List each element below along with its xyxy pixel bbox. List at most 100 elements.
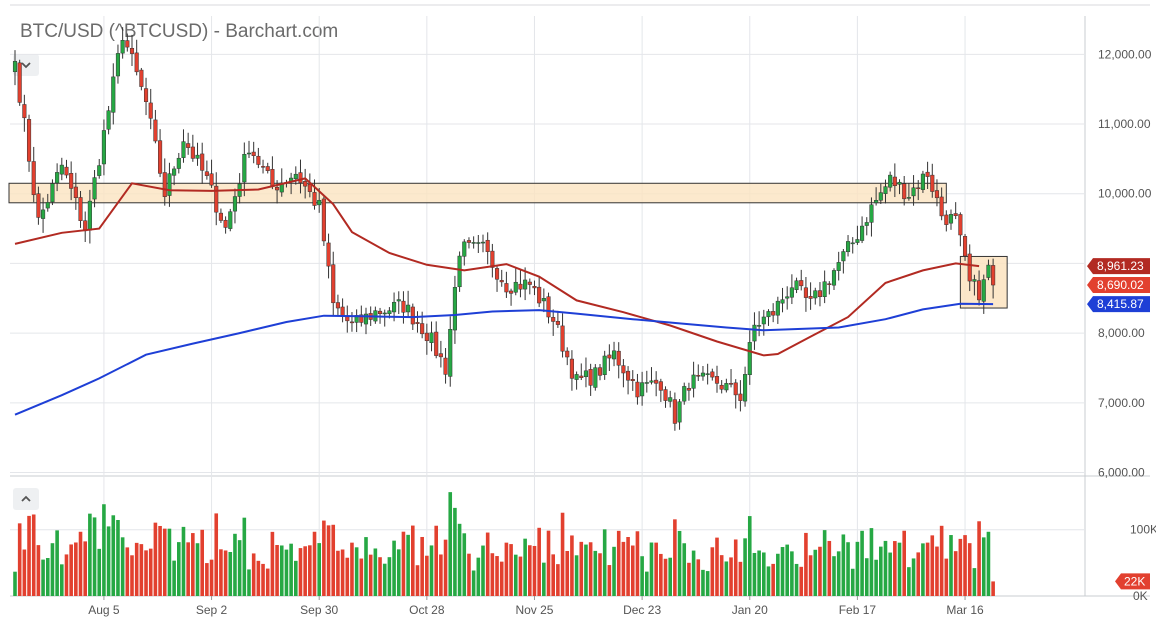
chart-title: BTC/USD (^BTCUSD) - Barchart.com <box>20 21 339 42</box>
x-tick-label: Sep 2 <box>196 603 228 617</box>
candle-body <box>827 283 832 285</box>
volume-bar <box>701 569 705 596</box>
volume-bar <box>439 554 443 596</box>
volume-bar <box>200 529 204 596</box>
candle-body <box>429 332 434 343</box>
volume-bar <box>822 530 827 596</box>
volume-bar <box>378 557 382 596</box>
candle-body <box>158 140 163 174</box>
candle-body <box>555 321 560 325</box>
volume-bar <box>602 529 607 596</box>
price-label-text: 8,961.23 <box>1097 259 1144 273</box>
candle-body <box>644 382 649 384</box>
volume-bar <box>504 542 509 596</box>
candle-body <box>668 397 673 402</box>
volume-bar <box>331 524 336 596</box>
candle-body <box>635 381 640 398</box>
candle-body <box>527 281 532 285</box>
volume-bar <box>457 523 462 596</box>
candle-body <box>654 379 659 384</box>
volume-bar <box>261 563 265 596</box>
candle-body <box>125 40 130 48</box>
volume-bar <box>668 557 672 596</box>
candle-body <box>883 186 888 194</box>
volume-bar <box>69 544 73 596</box>
candle-body <box>808 296 813 299</box>
volume-bar <box>354 547 359 596</box>
candle-body <box>977 280 982 301</box>
candle-body <box>129 48 135 54</box>
volume-bar <box>935 546 939 596</box>
collapse-volume-pane-button[interactable] <box>13 488 39 510</box>
volume-bar <box>411 525 415 596</box>
candle-body <box>794 280 799 290</box>
volume-bar <box>780 547 785 596</box>
volume-bar <box>953 551 958 596</box>
volume-bar <box>546 530 551 596</box>
volume-axis-label: 0K <box>1133 589 1148 603</box>
volume-bar <box>429 545 434 596</box>
volume-bar <box>710 547 715 596</box>
candle-body <box>256 155 261 165</box>
volume-bar <box>813 549 818 596</box>
volume-bar <box>944 558 949 596</box>
volume-bar <box>607 565 612 596</box>
candle-body <box>658 381 663 391</box>
volume-bar <box>907 567 911 596</box>
chevron-up-icon <box>21 495 31 502</box>
volume-bar <box>251 553 256 596</box>
candle-body <box>87 200 92 231</box>
volume-bar <box>322 520 326 596</box>
volume-bar <box>785 544 789 596</box>
candle-body <box>841 251 846 262</box>
candle-body <box>785 296 790 299</box>
volume-bar <box>630 545 635 596</box>
candle-body <box>991 265 996 286</box>
candle-body <box>186 143 191 148</box>
candle-body <box>101 130 106 165</box>
moving-averages <box>14 177 994 416</box>
volume-bar <box>481 545 485 596</box>
candle-body <box>733 382 738 396</box>
candle-body <box>728 383 734 385</box>
candle-body <box>593 367 598 388</box>
candle-body <box>232 196 238 212</box>
candle-body <box>494 268 500 280</box>
x-tick-label: Sep 30 <box>300 603 338 617</box>
volume-bar <box>883 540 888 596</box>
volume-bar <box>144 550 148 596</box>
candle-body <box>223 219 228 228</box>
candle-body <box>602 355 607 375</box>
volume-bar <box>687 562 691 596</box>
volume-bar <box>364 537 368 596</box>
volume-bar <box>696 559 701 596</box>
volume-bar <box>270 531 275 596</box>
candle-body <box>92 177 97 200</box>
volume-bar <box>134 542 139 596</box>
volume-bar <box>509 544 513 596</box>
volume-bar <box>635 531 640 596</box>
candle-body <box>424 332 429 342</box>
volume-bar <box>265 568 270 596</box>
y-tick-label: 12,000.00 <box>1098 47 1152 61</box>
volume-bar <box>523 538 527 596</box>
candle-body <box>345 316 350 322</box>
volume-bar <box>420 536 424 596</box>
candle-body <box>743 374 748 402</box>
volume-bar <box>560 512 565 596</box>
volume-bar <box>673 519 677 596</box>
candle-body <box>476 242 481 244</box>
x-tick-label: Feb 17 <box>839 603 877 617</box>
candle-body <box>583 370 589 378</box>
candle-body <box>864 222 869 226</box>
candle-body <box>303 181 308 187</box>
candle-body <box>513 281 518 293</box>
x-tick-label: Jan 20 <box>732 603 768 617</box>
price-label-text: 8,690.02 <box>1097 278 1144 292</box>
volume-bar <box>340 549 345 596</box>
candle-body <box>874 200 879 204</box>
candle-body <box>714 376 720 384</box>
volume-bar <box>298 548 303 596</box>
candle-body <box>761 316 766 325</box>
